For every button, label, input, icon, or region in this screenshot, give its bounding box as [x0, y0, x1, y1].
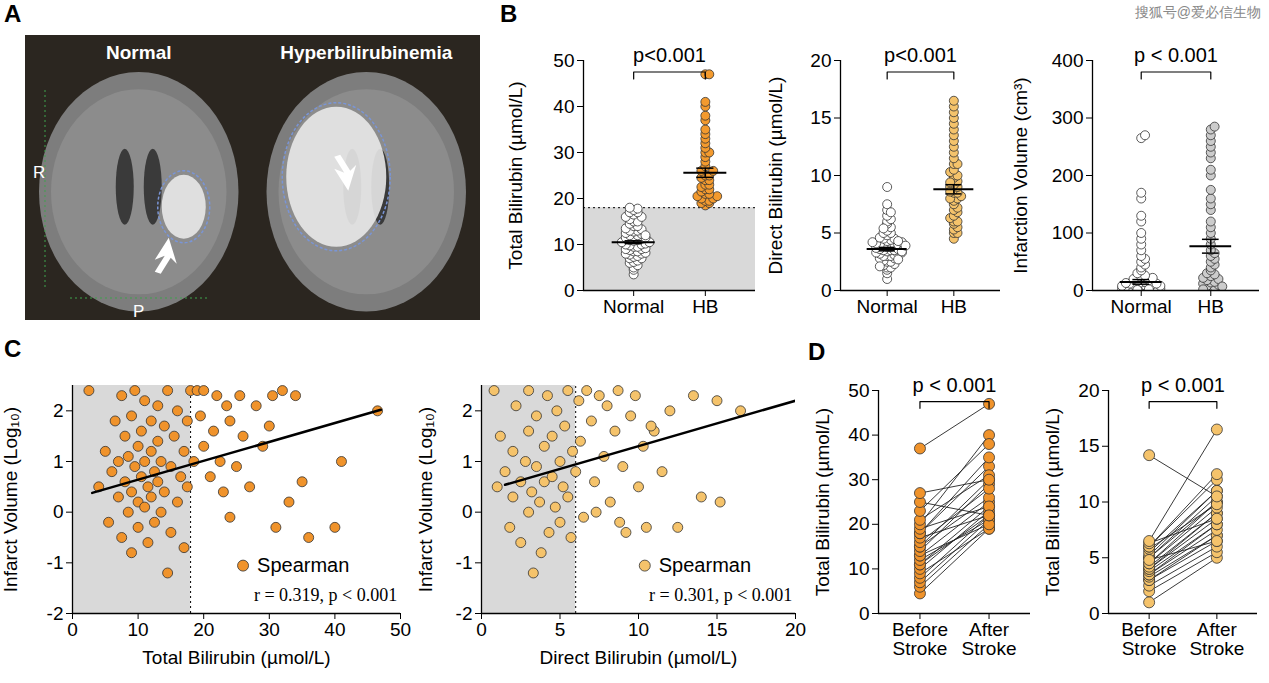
svg-text:Direct Bilirubin (µmol/L): Direct Bilirubin (µmol/L): [765, 77, 786, 275]
svg-text:5: 5: [555, 619, 566, 640]
svg-text:BeforeStroke: BeforeStroke: [1121, 619, 1177, 659]
svg-text:50: 50: [553, 50, 574, 71]
svg-text:1: 1: [462, 451, 473, 472]
svg-text:P: P: [133, 302, 144, 320]
svg-text:40: 40: [553, 96, 574, 117]
svg-text:0: 0: [1089, 603, 1100, 624]
svg-text:10: 10: [553, 234, 574, 255]
svg-text:20: 20: [785, 619, 806, 640]
svg-text:50: 50: [390, 619, 411, 640]
svg-text:p < 0.001: p < 0.001: [1141, 374, 1225, 396]
svg-text:Normal: Normal: [106, 42, 171, 63]
svg-text:Total Bilirubin (µmol/L): Total Bilirubin (µmol/L): [142, 647, 330, 668]
svg-text:Hyperbilirubinemia: Hyperbilirubinemia: [280, 42, 453, 63]
html-text:C: C: [4, 335, 22, 362]
svg-text:10: 10: [1078, 491, 1099, 512]
svg-text:AfterStroke: AfterStroke: [1189, 619, 1244, 659]
svg-text:30: 30: [259, 619, 280, 640]
svg-text:200: 200: [1052, 165, 1084, 186]
svg-text:Total Bilirubin (µmol/L): Total Bilirubin (µmol/L): [1042, 408, 1063, 596]
svg-text:0: 0: [53, 501, 64, 522]
svg-text:Total Bilirubin (µmol/L): Total Bilirubin (µmol/L): [505, 81, 526, 269]
html-text:D: D: [808, 338, 826, 365]
svg-text:r = 0.301, p < 0.001: r = 0.301, p < 0.001: [649, 585, 792, 605]
svg-text:Infarction Volume (cm³): Infarction Volume (cm³): [1010, 77, 1031, 273]
html-text:B: B: [500, 0, 518, 27]
svg-text:0: 0: [564, 280, 575, 301]
svg-text:1: 1: [53, 451, 64, 472]
svg-text:HB: HB: [1198, 296, 1224, 317]
svg-text:0: 0: [67, 619, 78, 640]
svg-text:0: 0: [859, 603, 870, 624]
svg-text:10: 10: [848, 558, 869, 579]
svg-text:20: 20: [553, 188, 574, 209]
html-text:搜狐号@爱必信生物: 搜狐号@爱必信生物: [1134, 4, 1261, 20]
svg-text:Infarct Volume (Log₁₀): Infarct Volume (Log₁₀): [415, 407, 436, 592]
svg-text:15: 15: [1078, 435, 1099, 456]
svg-text:-1: -1: [47, 552, 64, 573]
svg-text:5: 5: [1089, 547, 1100, 568]
svg-text:-2: -2: [456, 603, 473, 624]
svg-text:Spearman: Spearman: [257, 554, 349, 576]
svg-text:r = 0.319, p < 0.001: r = 0.319, p < 0.001: [254, 585, 397, 605]
svg-text:BeforeStroke: BeforeStroke: [892, 619, 948, 659]
svg-text:20: 20: [193, 619, 214, 640]
svg-text:Normal: Normal: [857, 296, 918, 317]
svg-text:0: 0: [462, 501, 473, 522]
svg-text:2: 2: [462, 400, 473, 421]
svg-text:20: 20: [848, 513, 869, 534]
svg-text:0: 0: [821, 280, 832, 301]
svg-text:0: 0: [1073, 280, 1084, 301]
svg-text:2: 2: [53, 400, 64, 421]
svg-text:Spearman: Spearman: [659, 554, 751, 576]
svg-text:Normal: Normal: [1111, 296, 1172, 317]
svg-text:30: 30: [848, 469, 869, 490]
svg-text:10: 10: [628, 619, 649, 640]
svg-text:Total Bilirubin (µmol/L): Total Bilirubin (µmol/L): [812, 408, 833, 596]
svg-text:p<0.001: p<0.001: [884, 44, 957, 66]
svg-text:HB: HB: [692, 296, 718, 317]
html-text:A: A: [4, 0, 22, 27]
svg-text:40: 40: [848, 424, 869, 445]
svg-text:Infarct Volume (Log₁₀): Infarct Volume (Log₁₀): [0, 407, 21, 592]
svg-text:Normal: Normal: [603, 296, 664, 317]
svg-text:400: 400: [1052, 50, 1084, 71]
svg-text:300: 300: [1052, 107, 1084, 128]
svg-text:15: 15: [706, 619, 727, 640]
svg-text:p < 0.001: p < 0.001: [913, 374, 997, 396]
svg-text:15: 15: [810, 107, 831, 128]
svg-text:10: 10: [128, 619, 149, 640]
svg-text:50: 50: [848, 380, 869, 401]
svg-text:-1: -1: [456, 552, 473, 573]
svg-text:p < 0.001: p < 0.001: [1134, 44, 1218, 66]
svg-text:-2: -2: [47, 603, 64, 624]
svg-text:Direct Bilirubin (µmol/L): Direct Bilirubin (µmol/L): [540, 647, 738, 668]
svg-text:20: 20: [1078, 380, 1099, 401]
svg-text:R: R: [33, 163, 45, 182]
svg-text:40: 40: [324, 619, 345, 640]
svg-text:0: 0: [476, 619, 487, 640]
svg-text:p<0.001: p<0.001: [633, 44, 706, 66]
svg-text:10: 10: [810, 165, 831, 186]
svg-text:AfterStroke: AfterStroke: [962, 619, 1017, 659]
svg-text:30: 30: [553, 142, 574, 163]
svg-text:5: 5: [821, 222, 832, 243]
svg-text:100: 100: [1052, 222, 1084, 243]
svg-text:20: 20: [810, 50, 831, 71]
svg-text:HB: HB: [941, 296, 967, 317]
